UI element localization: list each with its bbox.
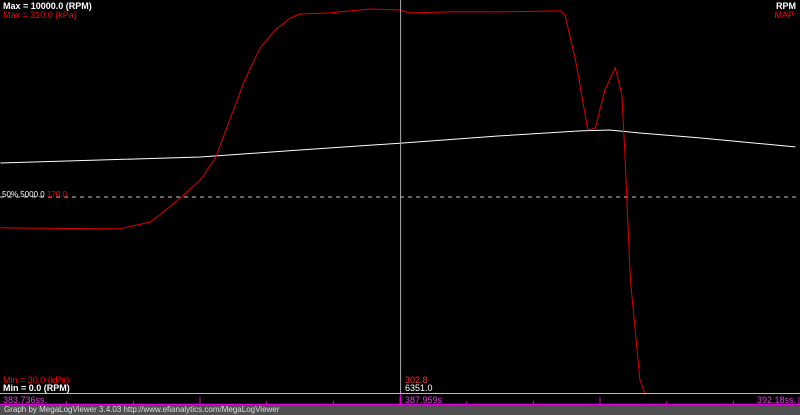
rpm-max-label: Max = 10000.0 (RPM) <box>3 1 92 11</box>
time-end-label: 392.18ss. <box>756 395 796 405</box>
rpm-series-line <box>0 129 796 164</box>
midline-rpm: 5000.0 <box>20 190 45 199</box>
cursor-rpm-value: 6351.0 <box>405 383 433 393</box>
cursor-map-value: 302.8 <box>405 375 428 385</box>
time-axis[interactable] <box>0 394 800 406</box>
legend-rpm: RPM <box>776 1 796 11</box>
log-graph[interactable] <box>0 0 800 394</box>
map-max-label: Max = 310.0 (kPa) <box>3 10 77 20</box>
legend-map: MAP <box>774 10 794 20</box>
map-series-line <box>0 8 646 394</box>
footer-credit: Graph by MegaLogViewer 3.4.03 http://www… <box>0 405 800 415</box>
rpm-min-label: Min = 0.0 (RPM) <box>3 383 70 393</box>
map-min-label: Min = 30.0 (kPa) <box>3 375 70 385</box>
time-start-label: 383.736ss. <box>3 395 48 405</box>
cursor-time-label: 387.959s <box>405 395 443 405</box>
midline-map: 170.0 <box>46 190 67 199</box>
midline-pct: 50% <box>2 190 19 199</box>
